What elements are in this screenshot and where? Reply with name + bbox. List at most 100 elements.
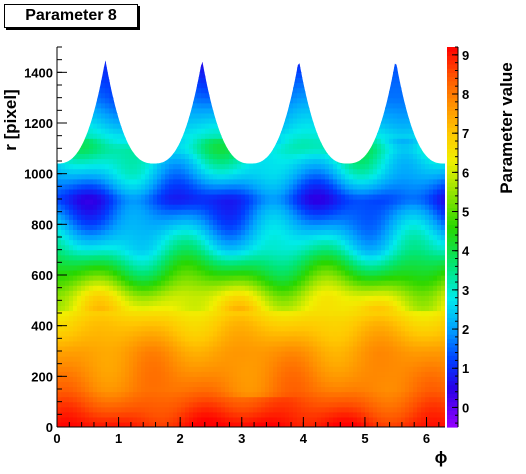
heatmap-cell: [145, 386, 150, 393]
heatmap-cell: [269, 396, 274, 403]
heatmap-cell: [189, 305, 194, 312]
heatmap-cell: [113, 285, 118, 291]
heatmap-cell: [425, 325, 430, 332]
heatmap-cell: [341, 345, 346, 352]
heatmap-cell: [385, 295, 390, 301]
heatmap-cell: [321, 249, 326, 256]
heatmap-cell: [425, 214, 430, 220]
heatmap-cell: [397, 310, 402, 317]
heatmap-cell: [361, 259, 366, 266]
heatmap-cell: [105, 224, 110, 230]
heatmap-cell: [329, 275, 334, 281]
heatmap-cell: [305, 224, 310, 230]
heatmap-cell: [193, 335, 198, 342]
heatmap-cell: [69, 249, 74, 256]
heatmap-cell: [357, 330, 362, 337]
heatmap-cell: [189, 264, 194, 271]
heatmap-cell: [233, 396, 238, 403]
heatmap-cell: [257, 416, 262, 423]
heatmap-cell: [93, 249, 98, 256]
heatmap-cell: [129, 305, 134, 312]
heatmap-cell: [261, 264, 266, 271]
heatmap-cell: [181, 340, 186, 347]
heatmap-cell: [337, 229, 342, 236]
heatmap-cell: [345, 310, 350, 317]
heatmap-cell: [393, 204, 398, 210]
heatmap-cell: [77, 386, 82, 393]
heatmap-cell: [177, 188, 182, 195]
heatmap-cell: [301, 244, 306, 251]
heatmap-cell: [113, 204, 118, 210]
heatmap-cell: [145, 320, 150, 327]
heatmap-cell: [185, 183, 190, 190]
heatmap-cell: [409, 310, 414, 317]
heatmap-cell: [85, 345, 90, 352]
heatmap-cell: [65, 178, 70, 185]
heatmap-cell: [213, 244, 218, 251]
heatmap-cell: [121, 366, 126, 372]
heatmap-cell: [69, 173, 74, 180]
heatmap-cell: [397, 259, 402, 266]
heatmap-cell: [353, 345, 358, 352]
heatmap-cell: [333, 356, 338, 362]
heatmap-cell: [149, 401, 154, 408]
heatmap-cell: [165, 173, 170, 180]
heatmap-cell: [177, 290, 182, 296]
heatmap-cell: [389, 386, 394, 393]
heatmap-cell: [377, 361, 382, 367]
heatmap-cell: [137, 340, 142, 347]
heatmap-cell: [225, 381, 230, 388]
heatmap-cell: [269, 244, 274, 251]
heatmap-cell: [101, 406, 106, 413]
heatmap-cell: [177, 295, 182, 301]
heatmap-cell: [289, 239, 294, 246]
heatmap-cell: [209, 345, 214, 352]
heatmap-cell: [301, 188, 306, 195]
heatmap-cell: [101, 229, 106, 236]
heatmap-cell: [69, 178, 74, 185]
heatmap-cell: [429, 340, 434, 347]
heatmap-cell: [165, 396, 170, 403]
heatmap-cell: [197, 300, 202, 306]
heatmap-cell: [421, 366, 426, 372]
heatmap-cell: [129, 183, 134, 190]
heatmap-cell: [97, 351, 102, 357]
heatmap-cell: [165, 421, 170, 428]
heatmap-cell: [205, 366, 210, 372]
heatmap-cell: [253, 209, 258, 215]
heatmap-cell: [173, 320, 178, 327]
heatmap-cell: [177, 178, 182, 185]
heatmap-cell: [349, 269, 354, 276]
heatmap-cell: [369, 371, 374, 377]
heatmap-cell: [281, 340, 286, 347]
heatmap-cell: [221, 209, 226, 215]
heatmap-cell: [329, 290, 334, 296]
heatmap-cell: [353, 259, 358, 266]
heatmap-cell: [345, 249, 350, 256]
heatmap-cell: [329, 396, 334, 403]
heatmap-cell: [357, 275, 362, 281]
heatmap-cell: [129, 320, 134, 327]
heatmap-cell: [113, 209, 118, 215]
heatmap-cell: [365, 406, 370, 413]
heatmap-cell: [73, 178, 78, 185]
heatmap-cell: [229, 416, 234, 423]
heatmap-cell: [437, 371, 442, 377]
heatmap-cell: [297, 330, 302, 337]
heatmap-cell: [129, 411, 134, 418]
heatmap-cell: [233, 219, 238, 225]
heatmap-cell: [277, 305, 282, 312]
heatmap-cell: [361, 300, 366, 306]
heatmap-cell: [293, 168, 298, 175]
heatmap-cell: [77, 173, 82, 180]
heatmap-cell: [113, 264, 118, 271]
heatmap-cell: [241, 193, 246, 200]
heatmap-cell: [345, 305, 350, 312]
heatmap-cell: [173, 163, 178, 170]
heatmap-cell: [313, 209, 318, 215]
heatmap-cell: [381, 285, 386, 291]
heatmap-cell: [357, 290, 362, 296]
heatmap-cell: [229, 391, 234, 398]
heatmap-cell: [185, 340, 190, 347]
heatmap-cell: [145, 275, 150, 281]
